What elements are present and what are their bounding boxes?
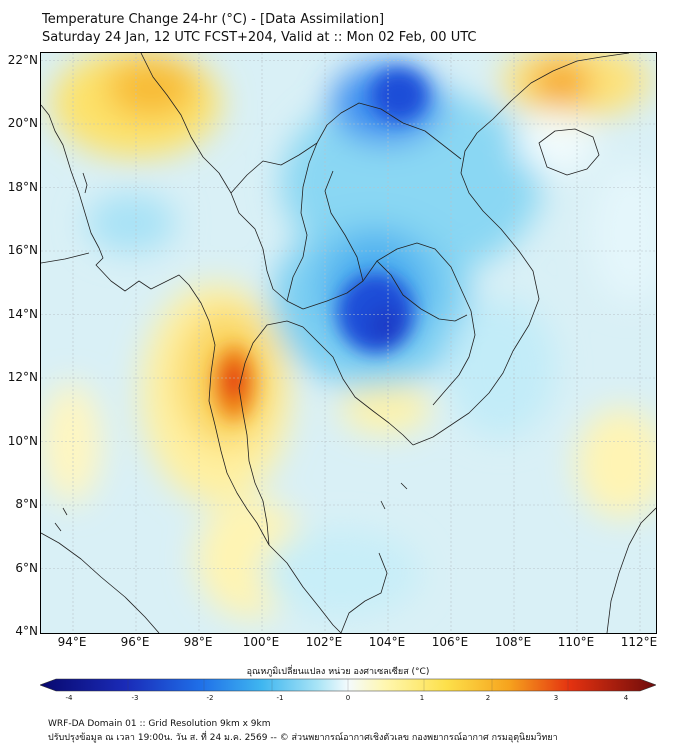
lat-label-4n: 4°N xyxy=(15,624,38,638)
lon-label-104e: 104°E xyxy=(368,635,406,649)
colorbar-title: อุณหภูมิเปลี่ยนแปลง หน่วย องศาเซลเซียส (… xyxy=(246,667,430,677)
lat-label-10n: 10°N xyxy=(7,434,38,448)
footer-grid-info: WRF-DA Domain 01 :: Grid Resolution 9km … xyxy=(48,719,271,729)
lat-label-14n: 14°N xyxy=(7,307,38,321)
lat-label-18n: 18°N xyxy=(7,180,38,194)
lon-label-98e: 98°E xyxy=(183,635,213,649)
islands xyxy=(54,172,408,532)
lon-label-108e: 108°E xyxy=(494,635,532,649)
lat-label-8n: 8°N xyxy=(15,497,38,511)
colorbar-tick-minus4: -4 xyxy=(65,694,73,702)
footer-update-credit: ปรับปรุงข้อมูล ณ เวลา 19:00น. วัน ส. ที่… xyxy=(48,733,558,743)
lat-label-16n: 16°N xyxy=(7,243,38,257)
lon-label-100e: 100°E xyxy=(242,635,280,649)
lon-label-112e: 112°E xyxy=(620,635,658,649)
colorbar-tick-3: 3 xyxy=(553,694,559,702)
lon-label-96e: 96°E xyxy=(120,635,150,649)
colorbar-tick-0: 0 xyxy=(345,694,351,702)
map-title: Temperature Change 24-hr (°C) - [Data As… xyxy=(42,12,385,27)
coastlines-and-borders xyxy=(41,53,656,633)
lat-label-6n: 6°N xyxy=(15,561,38,575)
colorbar-tick-1: 1 xyxy=(419,694,425,702)
lat-label-22n: 22°N xyxy=(7,53,38,67)
lon-label-94e: 94°E xyxy=(57,635,87,649)
lon-label-106e: 106°E xyxy=(431,635,469,649)
colorbar-tick-minus1: -1 xyxy=(276,694,284,702)
map-subtitle: Saturday 24 Jan, 12 UTC FCST+204, Valid … xyxy=(42,30,477,45)
temperature-change-map xyxy=(41,53,656,633)
colorbar-tick-4: 4 xyxy=(623,694,629,702)
colorbar-tick-2: 2 xyxy=(485,694,491,702)
lat-label-20n: 20°N xyxy=(7,116,38,130)
temperature-field xyxy=(41,53,656,618)
colorbar xyxy=(40,678,656,692)
strong-anomaly-cores xyxy=(212,69,427,421)
map-panel[interactable] xyxy=(40,52,657,634)
lat-label-12n: 12°N xyxy=(7,370,38,384)
colorbar-tick-minus2: -2 xyxy=(206,694,214,702)
lon-label-102e: 102°E xyxy=(305,635,343,649)
colorbar-tick-minus3: -3 xyxy=(131,694,139,702)
lon-label-110e: 110°E xyxy=(557,635,595,649)
